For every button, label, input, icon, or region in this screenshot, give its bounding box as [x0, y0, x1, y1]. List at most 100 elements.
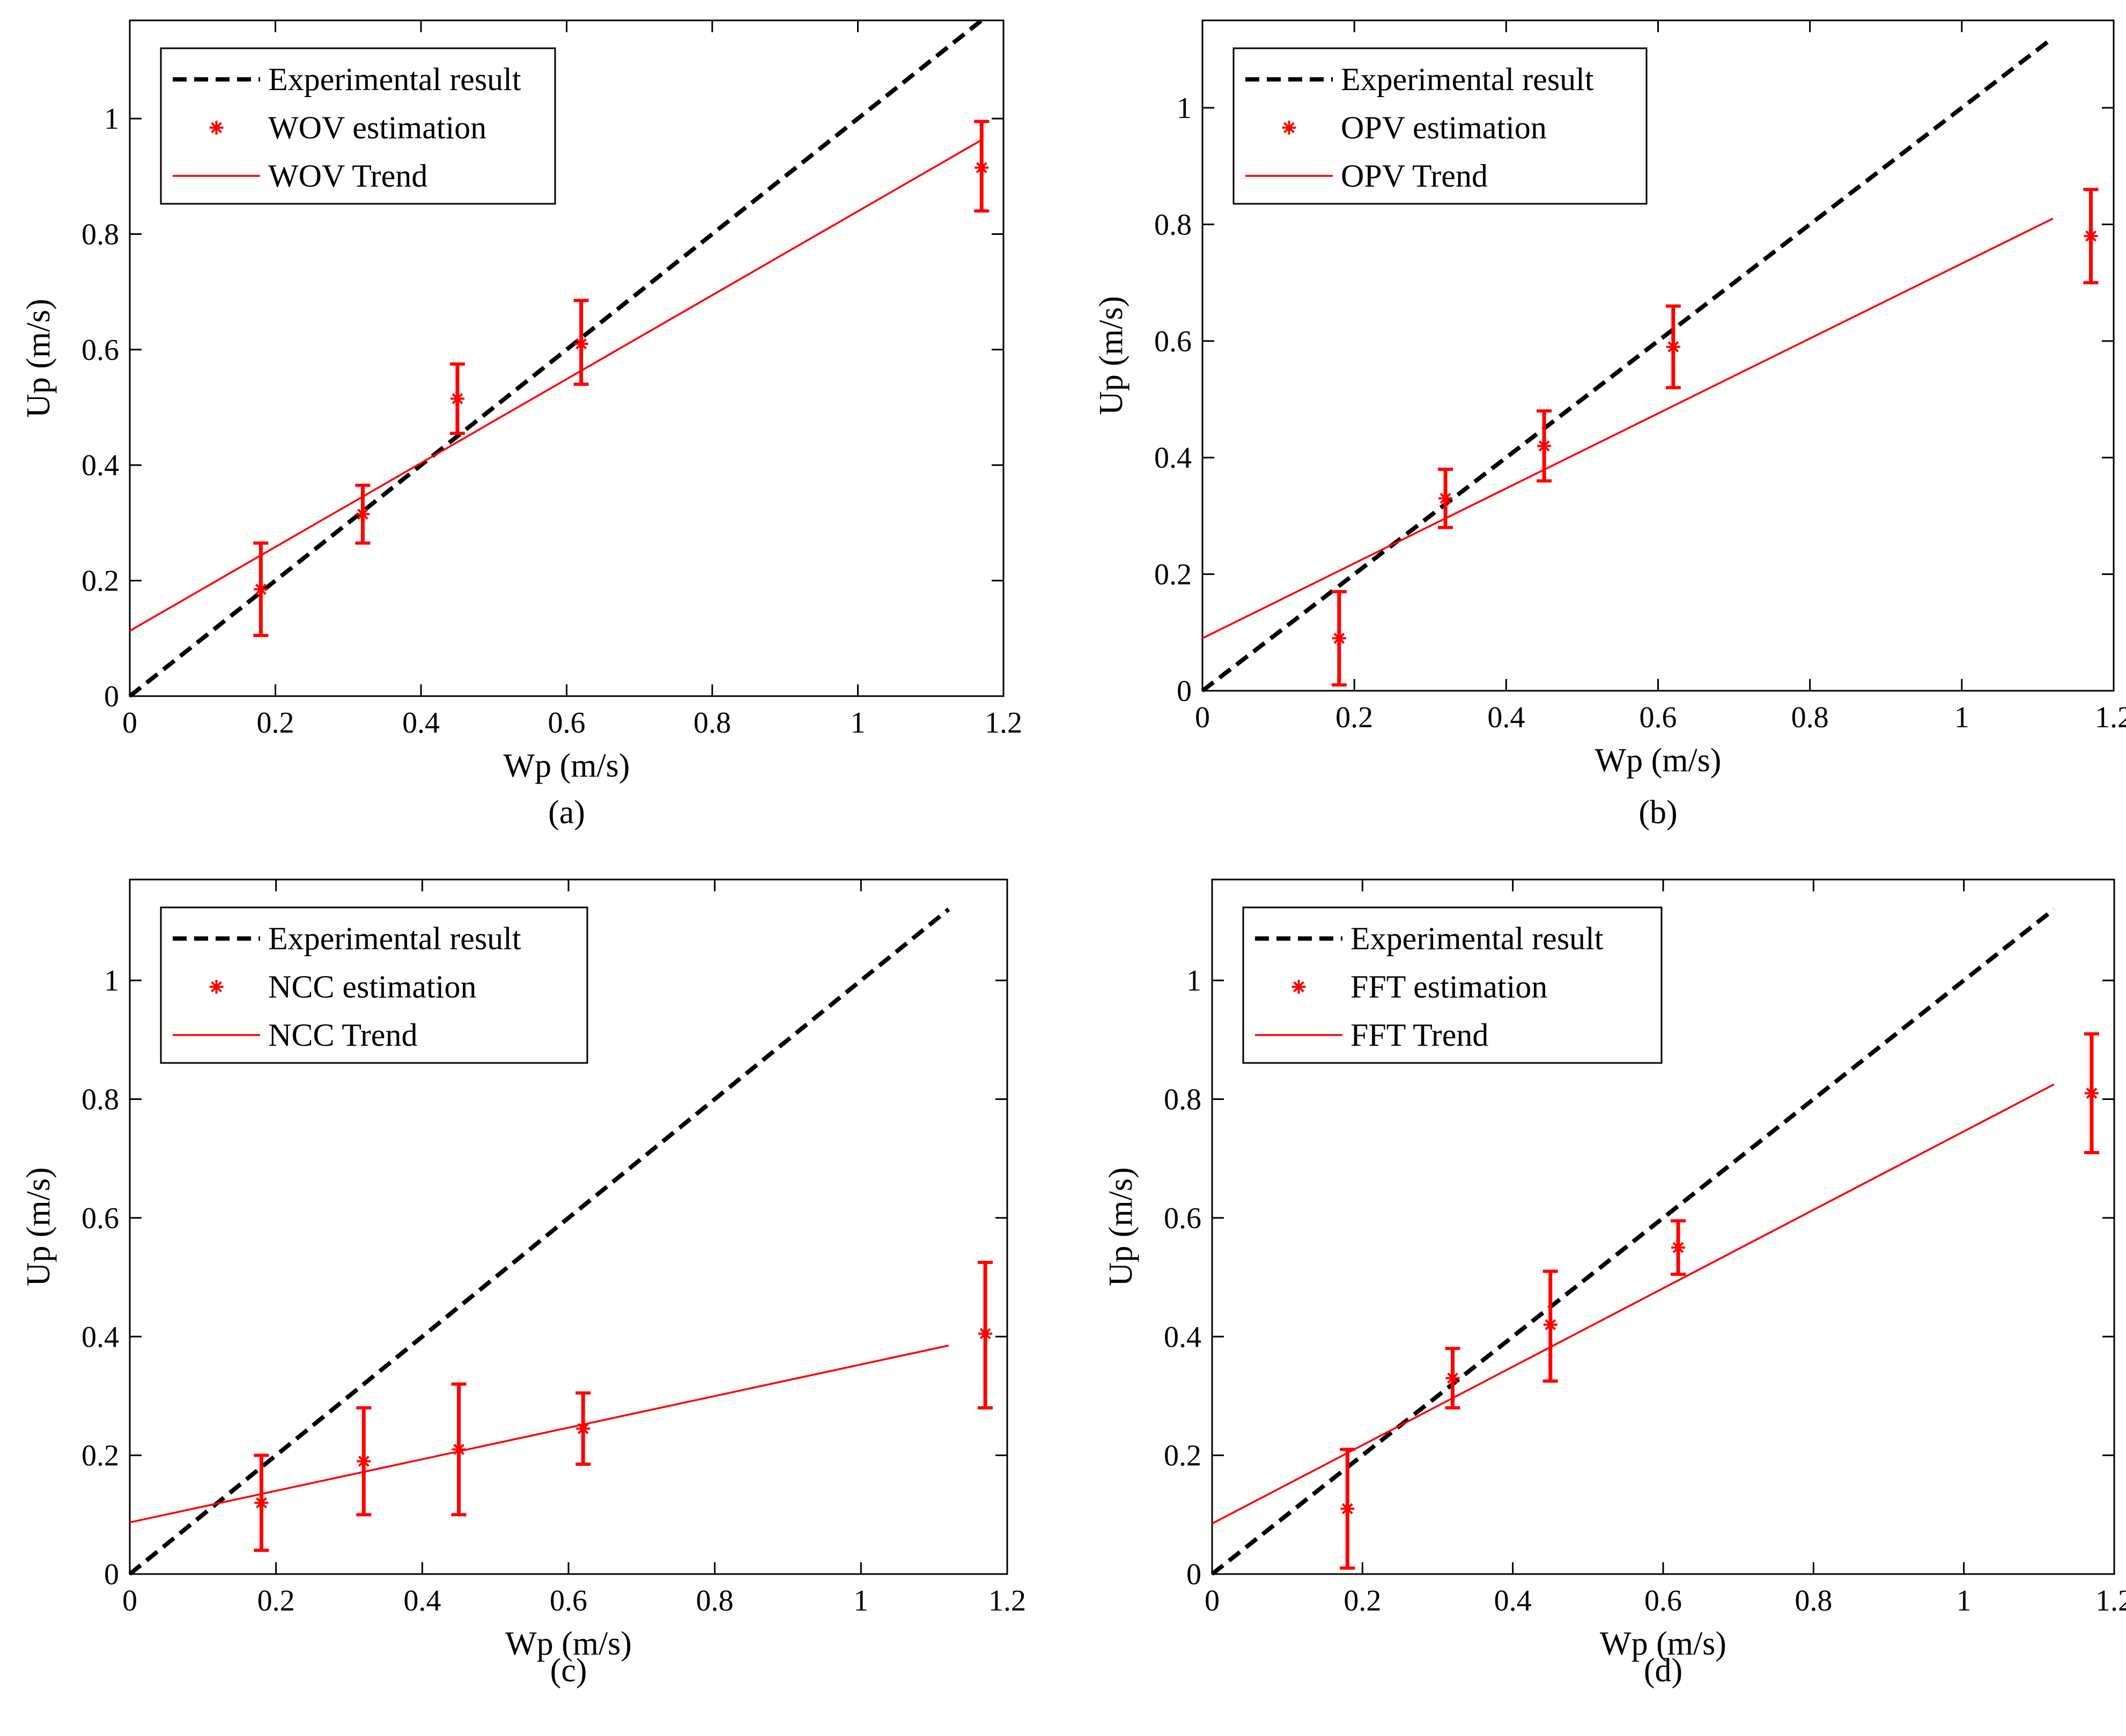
x-tick-label: 0.2: [257, 1584, 295, 1617]
y-axis-label: Up (m/s): [1103, 1167, 1139, 1286]
estimation-point: [1537, 439, 1552, 453]
x-tick-label: 1.2: [988, 1584, 1026, 1617]
estimation-point: [1666, 339, 1680, 354]
x-axis-label: Wp (m/s): [505, 1626, 632, 1662]
legend-box: [1232, 47, 1648, 205]
estimation-point: [1340, 1502, 1355, 1516]
y-tick-label: 0.2: [1154, 558, 1192, 592]
x-tick-label: 1: [1954, 701, 1969, 734]
x-tick-label: 0.2: [1343, 1584, 1381, 1617]
y-tick-label: 0.6: [1154, 325, 1192, 358]
y-tick-label: 0.4: [82, 1320, 119, 1354]
x-tick-label: 0.4: [1494, 1584, 1532, 1617]
y-tick-label: 0.2: [82, 1439, 119, 1473]
chart-panel-2: 0 0.2 0.4 0.6 0.8 1 1.2 0 0.2 0.4 0.6 0.8 1 Wp (m/s) U…: [1093, 19, 2126, 831]
y-tick-label: 0: [104, 1558, 119, 1591]
panel-label: (d): [1644, 1652, 1682, 1689]
panel-label: (c): [550, 1652, 587, 1689]
estimation-point: [1671, 1240, 1686, 1255]
estimation-point: [452, 1442, 466, 1457]
estimation-point: [1332, 631, 1346, 646]
legend-estimation-marker: [1282, 121, 1296, 135]
legend-trend-label: NCC Trend: [268, 1017, 417, 1053]
y-tick-label: 0.6: [1164, 1202, 1201, 1235]
legend-estimation-label: FFT estimation: [1350, 969, 1547, 1004]
legend-estimation-label: WOV estimation: [268, 110, 486, 145]
y-tick-label: 0.8: [82, 1083, 119, 1117]
legend-estimation-label: NCC estimation: [268, 969, 476, 1004]
x-axis-label: Wp (m/s): [1595, 742, 1722, 779]
x-axis-label: Wp (m/s): [504, 748, 630, 784]
legend-box: [160, 906, 588, 1064]
y-tick-label: 0.6: [82, 334, 119, 367]
x-tick-label: 0.8: [1795, 1584, 1832, 1617]
y-tick-label: 0.6: [82, 1202, 119, 1235]
y-tick-label: 0.2: [1164, 1439, 1201, 1473]
legend-trend-label: WOV Trend: [268, 158, 427, 194]
legend: Experimental result WOV estimation WOV Tre…: [160, 47, 556, 205]
estimation-point: [254, 582, 268, 596]
legend-experimental-label: Experimental result: [268, 62, 521, 97]
x-tick-label: 0: [1195, 701, 1210, 734]
y-tick-label: 0.8: [1154, 208, 1192, 241]
y-tick-label: 0.2: [82, 565, 119, 598]
y-axis-label: Up (m/s): [20, 299, 57, 418]
x-tick-label: 0.4: [402, 706, 440, 740]
estimation-point: [576, 1421, 590, 1436]
estimation-point: [574, 337, 588, 351]
x-tick-label: 0.8: [1791, 701, 1829, 734]
y-tick-label: 1: [104, 102, 119, 136]
x-tick-label: 1: [851, 706, 866, 740]
estimation-point: [254, 1496, 269, 1510]
y-tick-label: 0.4: [82, 449, 119, 482]
x-tick-label: 0.8: [693, 706, 731, 740]
chart-panel-1: 0 0.2 0.4 0.6 0.8 1 1.2 0 0.2 0.4 0.6 0.8 1 Wp (m/s) U…: [20, 18, 1022, 831]
x-tick-label: 0.6: [1640, 701, 1677, 734]
legend: Experimental result FFT estimation FFT Tre…: [1242, 906, 1663, 1064]
estimation-point: [1438, 491, 1453, 506]
x-tick-label: 0.4: [403, 1584, 441, 1617]
legend-experimental-label: Experimental result: [268, 921, 521, 956]
estimation-point: [1445, 1371, 1460, 1385]
x-tick-label: 0.6: [1644, 1584, 1682, 1617]
legend-estimation-label: OPV estimation: [1341, 110, 1547, 145]
x-tick-label: 0: [122, 1584, 137, 1617]
legend-box: [160, 47, 556, 205]
y-tick-label: 1: [104, 964, 119, 998]
legend-estimation-marker: [209, 121, 224, 135]
x-tick-label: 1: [853, 1584, 868, 1617]
estimation-point: [2084, 1086, 2099, 1100]
panel-label: (b): [1638, 794, 1677, 831]
legend-estimation-marker: [1291, 980, 1306, 994]
experimental-result-line: [1201, 36, 2055, 693]
chart-panel-4: 0 0.2 0.4 0.6 0.8 1 1.2 0 0.2 0.4 0.6 0.8 1 Wp (m/s) U…: [1103, 878, 2126, 1689]
x-tick-label: 0: [1205, 1584, 1220, 1617]
estimation-point: [1543, 1318, 1557, 1332]
x-tick-label: 0.2: [257, 706, 294, 740]
legend: Experimental result OPV estimation OPV Tre…: [1232, 47, 1648, 205]
y-tick-label: 0: [1186, 1558, 1201, 1591]
trend-line: [1202, 217, 2054, 639]
estimation-point: [2084, 229, 2098, 243]
x-tick-label: 0.2: [1335, 701, 1373, 734]
estimation-point: [975, 160, 989, 175]
x-tick-label: 0.6: [548, 706, 586, 740]
y-tick-label: 0.8: [1164, 1083, 1201, 1117]
chart-panel-3: 0 0.2 0.4 0.6 0.8 1 1.2 0 0.2 0.4 0.6 0.8 1 Wp (m/s) U…: [20, 878, 1026, 1689]
estimation-point: [356, 507, 370, 521]
y-axis-label: Up (m/s): [20, 1167, 57, 1286]
y-axis-label: Up (m/s): [1093, 296, 1130, 415]
legend-estimation-marker: [209, 980, 224, 994]
estimation-point: [357, 1454, 371, 1468]
y-tick-label: 0.4: [1154, 441, 1192, 475]
legend: Experimental result NCC estimation NCC Tre…: [160, 906, 588, 1064]
legend-experimental-label: Experimental result: [1350, 921, 1604, 956]
legend-trend-label: OPV Trend: [1341, 158, 1488, 194]
x-tick-label: 1.2: [2095, 701, 2126, 734]
y-tick-label: 1: [1177, 92, 1192, 125]
y-tick-label: 0: [104, 680, 119, 713]
y-tick-label: 0.8: [82, 218, 119, 251]
x-axis-label: Wp (m/s): [1600, 1626, 1726, 1662]
y-tick-label: 0.4: [1164, 1320, 1201, 1354]
